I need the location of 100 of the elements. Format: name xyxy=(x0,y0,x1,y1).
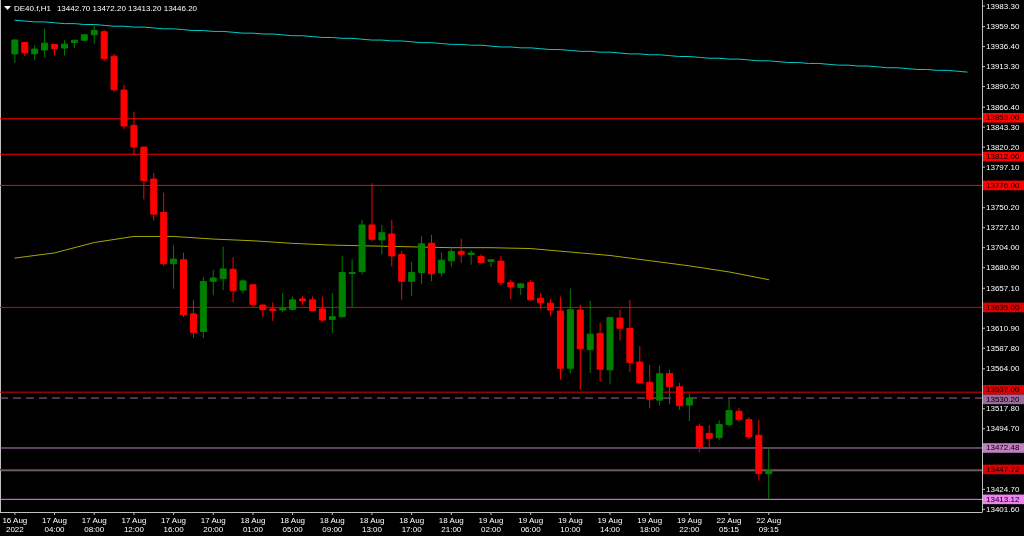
candlestick xyxy=(636,345,644,384)
y-tick-label: 13610.90 xyxy=(986,323,1020,333)
candlestick xyxy=(685,392,693,422)
candlestick xyxy=(547,298,555,317)
candlestick xyxy=(189,299,197,339)
y-tick-label: 13657.10 xyxy=(986,283,1020,293)
x-tick-label: 17 Aug 16:00 xyxy=(161,515,187,534)
x-tick-label: 18 Aug 13:00 xyxy=(359,515,385,534)
candlestick xyxy=(41,28,49,58)
candlestick xyxy=(626,299,634,373)
candlestick xyxy=(666,369,674,405)
y-tick-label: 13936.40 xyxy=(986,42,1020,52)
x-tick-label: 17 Aug 12:00 xyxy=(121,515,147,534)
candlestick xyxy=(408,261,416,297)
candlestick xyxy=(90,25,98,45)
x-tick-label: 18 Aug 09:00 xyxy=(319,515,345,534)
y-tick-label: 13517.80 xyxy=(986,404,1020,414)
x-tick-label: 17 Aug 20:00 xyxy=(200,515,226,534)
ref-line-label: 13812.00 xyxy=(986,152,1020,162)
candlestick xyxy=(507,279,515,300)
candlestick xyxy=(21,41,29,57)
candlestick xyxy=(447,247,455,268)
x-tick-label: 18 Aug 05:00 xyxy=(280,515,306,534)
candlestick xyxy=(418,235,426,285)
candlestick xyxy=(299,295,307,306)
candlestick xyxy=(675,382,683,411)
x-tick-label: 19 Aug 22:00 xyxy=(676,515,702,534)
y-tick-label: 13587.80 xyxy=(986,343,1020,353)
candlestick xyxy=(487,258,495,268)
x-tick-label: 18 Aug 21:00 xyxy=(438,515,464,534)
y-tick-label: 13564.00 xyxy=(986,364,1020,374)
y-tick-label: 13866.40 xyxy=(986,102,1020,112)
candlestick xyxy=(646,364,654,409)
candlestick xyxy=(527,279,535,301)
candlestick xyxy=(457,238,465,264)
candlestick xyxy=(11,39,19,64)
candlestick xyxy=(289,296,297,311)
ref-line-label: 13635.00 xyxy=(986,302,1020,312)
candlestick xyxy=(437,252,445,277)
candlestick xyxy=(279,292,287,313)
candlestick xyxy=(656,365,664,406)
ref-line-label: 13472.48 xyxy=(986,443,1020,453)
x-tick-label: 19 Aug 10:00 xyxy=(557,515,583,534)
candlestick xyxy=(259,304,267,318)
x-tick-label: 19 Aug 14:00 xyxy=(597,515,623,534)
x-tick-label: 19 Aug 02:00 xyxy=(478,515,504,534)
candlestick xyxy=(715,419,723,441)
candlestick xyxy=(725,398,733,427)
candlestick xyxy=(348,258,356,308)
x-tick-label: 18 Aug 17:00 xyxy=(399,515,425,534)
x-tick-label: 17 Aug 04:00 xyxy=(42,515,68,534)
candlestick xyxy=(398,250,406,301)
y-tick-label: 13750.20 xyxy=(986,203,1020,213)
candlestick xyxy=(566,287,574,374)
candlestick xyxy=(229,256,237,303)
candlestick xyxy=(219,246,227,291)
x-tick-label: 19 Aug 18:00 xyxy=(637,515,663,534)
candlestick xyxy=(705,424,713,448)
candlestick xyxy=(180,252,188,318)
y-tick-label: 13890.20 xyxy=(986,82,1020,92)
x-tick-label: 17 Aug 08:00 xyxy=(81,515,107,534)
candlestick xyxy=(616,309,624,342)
candlestick xyxy=(269,301,277,322)
candlestick xyxy=(576,304,584,390)
candlestick xyxy=(70,39,78,49)
candlestick xyxy=(249,283,257,308)
x-tick-label: 19 Aug 06:00 xyxy=(518,515,544,534)
x-tick-label: 22 Aug 05:15 xyxy=(716,515,742,534)
candlestick xyxy=(497,255,505,286)
ref-line-label: 13853.00 xyxy=(986,113,1020,123)
x-tick-label: 18 Aug 01:00 xyxy=(240,515,266,534)
candlestick xyxy=(606,316,614,385)
candlestick xyxy=(80,33,88,42)
candlestick xyxy=(110,53,118,93)
chart-subtitle: 13442.70 13472.20 13413.20 13446.20 xyxy=(56,3,198,13)
candlestick xyxy=(338,255,346,318)
y-tick-label: 13983.30 xyxy=(986,1,1020,11)
y-tick-label: 13680.90 xyxy=(986,263,1020,273)
candlestick xyxy=(427,234,435,282)
y-tick-label: 13494.70 xyxy=(986,424,1020,434)
line-series xyxy=(14,235,770,281)
y-tick-label: 13913.30 xyxy=(986,62,1020,72)
y-tick-label: 13797.10 xyxy=(986,162,1020,172)
candlestick xyxy=(51,43,59,57)
ref-line-label: 13447.72 xyxy=(986,464,1020,474)
candlestick xyxy=(556,296,564,381)
y-tick-label: 13401.60 xyxy=(986,504,1020,514)
candlestick xyxy=(378,224,386,255)
candlestick xyxy=(160,192,168,267)
candlestick xyxy=(695,423,703,453)
candlestick xyxy=(388,219,396,268)
y-tick-label: 13843.30 xyxy=(986,122,1020,132)
candlestick xyxy=(517,282,525,296)
y-tick-label: 13727.10 xyxy=(986,223,1020,233)
x-tick-label: 22 Aug 09:15 xyxy=(756,515,782,534)
candlestick xyxy=(199,276,207,339)
candlestick xyxy=(537,292,545,310)
candlestick xyxy=(765,447,773,500)
ref-line-label: 13776.00 xyxy=(986,180,1020,190)
candlestick xyxy=(60,39,68,57)
